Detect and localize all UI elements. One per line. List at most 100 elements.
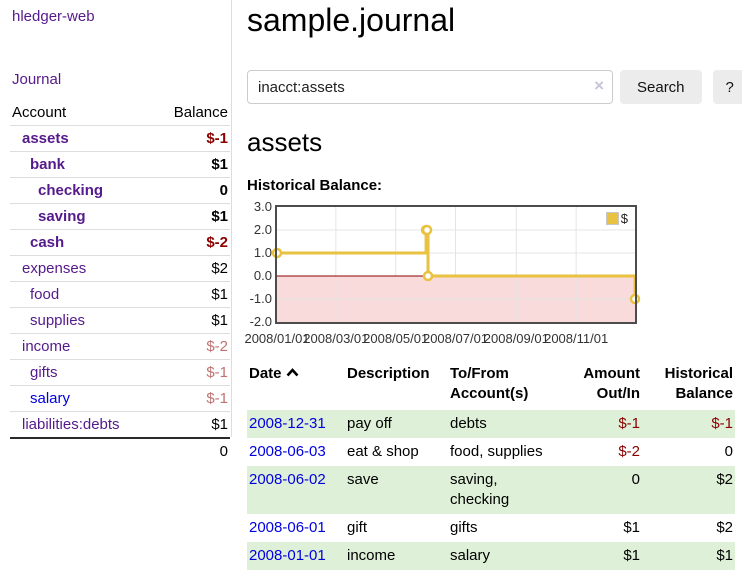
- transaction-balance: $2: [716, 471, 733, 488]
- search-input[interactable]: [247, 70, 613, 104]
- account-row: food $1: [10, 281, 230, 308]
- legend-swatch-icon: [605, 212, 619, 225]
- y-tick-label: -2.0: [249, 314, 272, 329]
- account-row: expenses $2: [10, 255, 230, 282]
- account-link-assets[interactable]: assets: [22, 130, 69, 147]
- x-tick-label: 2008/01/01: [244, 331, 310, 346]
- account-link-supplies[interactable]: supplies: [30, 312, 86, 329]
- chart-plot-area[interactable]: $: [271, 205, 641, 324]
- help-button[interactable]: ?: [712, 70, 742, 104]
- register-row: 2008-12-31 pay off debts $-1 $-1: [247, 410, 735, 438]
- transaction-accounts: food, supplies: [450, 443, 543, 460]
- account-balance: 0: [219, 182, 228, 199]
- account-link-income[interactable]: income: [22, 338, 71, 355]
- x-tick-label: 2008/03/01: [303, 331, 369, 346]
- register-row: 2008-06-02 save saving, checking 0 $2: [247, 466, 735, 514]
- transaction-date-link[interactable]: 2008-06-01: [249, 519, 326, 536]
- transaction-accounts: gifts: [450, 519, 478, 536]
- account-balance: $2: [211, 260, 228, 277]
- transaction-amount: $1: [623, 547, 640, 564]
- account-link-cash[interactable]: cash: [30, 234, 65, 251]
- transaction-amount: 0: [631, 471, 640, 488]
- x-tick-label: 2008/11/01: [544, 331, 609, 346]
- account-row: saving $1: [10, 203, 230, 230]
- balance-column-header: Balance: [173, 104, 228, 121]
- sort-ascending-icon: [286, 368, 298, 377]
- legend-label: $: [620, 211, 628, 226]
- account-link-liabilities-debts[interactable]: liabilities:debts: [22, 416, 120, 433]
- description-column-header: Description: [347, 365, 430, 382]
- account-link-checking[interactable]: checking: [38, 182, 104, 199]
- transaction-date-link[interactable]: 2008-06-03: [249, 443, 326, 460]
- account-link-expenses[interactable]: expenses: [22, 260, 87, 277]
- transaction-description: pay off: [347, 415, 392, 432]
- account-row: income $-2: [10, 333, 230, 360]
- historical-balance-chart: 3.0 2.0 1.0 0.0 -1.0 -2.0 $ 2008/01/01 2008/03…: [244, 199, 735, 349]
- transaction-amount: $1: [623, 519, 640, 536]
- account-balance: $-1: [206, 364, 228, 381]
- x-tick-label: 2008/05/01: [363, 331, 429, 346]
- transaction-accounts: salary: [450, 547, 491, 564]
- balance-column-header: Historical Balance: [664, 365, 733, 402]
- sidebar: hledger-web Journal Account Balance asse…: [0, 0, 232, 460]
- account-link-gifts[interactable]: gifts: [30, 364, 58, 381]
- transaction-description: income: [347, 547, 396, 564]
- transaction-description: gift: [347, 519, 368, 536]
- chart-title: Historical Balance:: [247, 177, 383, 194]
- y-tick-label: 0.0: [253, 268, 272, 283]
- y-tick-label: 2.0: [253, 222, 272, 237]
- account-balance: $1: [211, 156, 228, 173]
- transaction-date-link[interactable]: 2008-12-31: [249, 415, 326, 432]
- transaction-description: save: [347, 471, 379, 488]
- transaction-balance: $-1: [711, 415, 733, 432]
- y-tick-label: -1.0: [249, 291, 272, 306]
- amount-column-header: Amount Out/In: [583, 365, 640, 402]
- account-row: bank $1: [10, 151, 230, 178]
- y-axis-labels: 3.0 2.0 1.0 0.0 -1.0 -2.0: [239, 199, 272, 349]
- x-tick-label: 2008/07/01: [422, 331, 489, 346]
- to-from-column-header: To/From Account(s): [450, 365, 529, 402]
- clear-search-icon[interactable]: ×: [594, 76, 604, 95]
- account-heading: assets: [247, 127, 323, 157]
- y-tick-label: 1.0: [253, 245, 272, 260]
- sidebar-item-journal[interactable]: Journal: [12, 71, 62, 88]
- transaction-date-link[interactable]: 2008-06-02: [249, 471, 326, 488]
- register-row: 2008-06-03 eat & shop food, supplies $-2…: [247, 438, 735, 466]
- account-link-bank[interactable]: bank: [30, 156, 66, 173]
- account-row: gifts $-1: [10, 359, 230, 386]
- account-balance: $-1: [206, 130, 228, 147]
- search-button[interactable]: Search: [620, 70, 702, 104]
- account-row: salary $-1: [10, 385, 230, 412]
- transaction-accounts: debts: [450, 415, 487, 432]
- account-balance: $1: [211, 416, 228, 433]
- transaction-balance: 0: [724, 443, 733, 460]
- date-column-header[interactable]: Date: [247, 362, 345, 410]
- transaction-balance: $1: [716, 547, 733, 564]
- accounts-table: Account Balance assets $-1 bank $1 check…: [10, 100, 230, 464]
- account-balance: $-2: [206, 234, 228, 251]
- balance-chart-svg: [271, 207, 641, 322]
- account-balance: $1: [211, 286, 228, 303]
- account-balance: $1: [211, 208, 228, 225]
- register-row: 2008-06-01 gift gifts $1 $2: [247, 514, 735, 542]
- account-row: cash $-2: [10, 229, 230, 256]
- account-link-saving[interactable]: saving: [38, 208, 86, 225]
- transaction-date-link[interactable]: 2008-01-01: [249, 547, 326, 564]
- account-balance: $1: [211, 312, 228, 329]
- account-row: assets $-1: [10, 125, 230, 152]
- chart-legend: $: [603, 210, 630, 227]
- account-row: checking 0: [10, 177, 230, 204]
- accounts-total-balance: 0: [219, 443, 228, 460]
- page-title: sample.journal: [247, 2, 456, 38]
- accounts-total-row: 0: [10, 438, 230, 464]
- account-link-salary[interactable]: salary: [30, 390, 71, 407]
- x-axis-labels: 2008/01/01 2008/03/01 2008/05/01 2008/07/01…: [244, 331, 635, 347]
- transaction-accounts: saving, checking: [450, 471, 510, 508]
- transaction-description: eat & shop: [347, 443, 419, 460]
- account-link-food[interactable]: food: [30, 286, 60, 303]
- transaction-balance: $2: [716, 519, 733, 536]
- app-title-link[interactable]: hledger-web: [12, 8, 95, 25]
- account-column-header: Account: [12, 104, 67, 121]
- register-row: 2008-01-01 income salary $1 $1: [247, 542, 735, 570]
- search-form: × Search ?: [247, 70, 742, 104]
